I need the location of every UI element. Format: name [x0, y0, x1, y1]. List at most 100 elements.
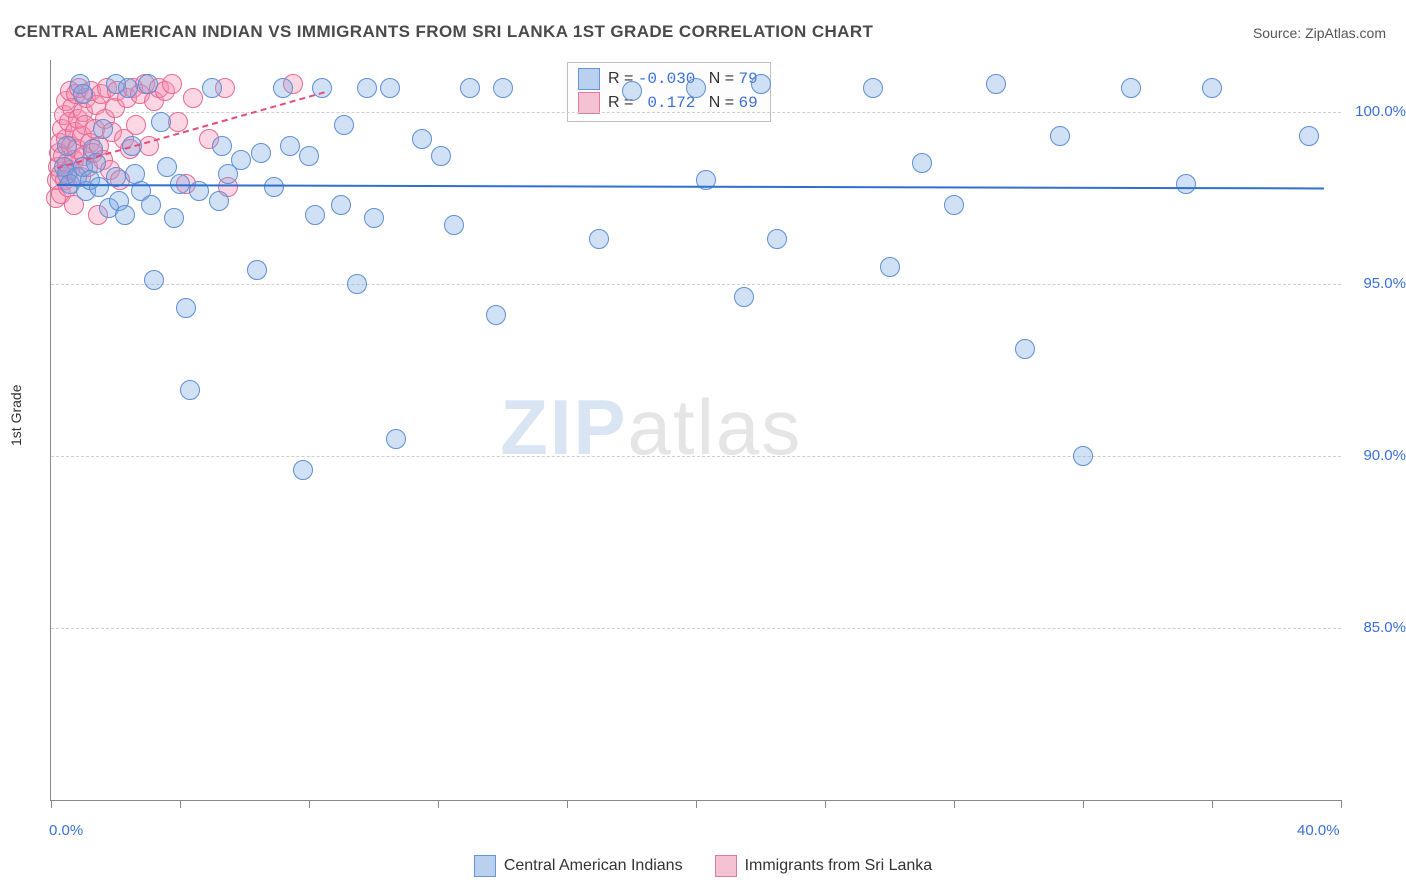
data-point — [73, 84, 93, 104]
data-point — [202, 78, 222, 98]
watermark-zip: ZIP — [500, 383, 627, 471]
data-point — [251, 143, 271, 163]
y-tick-label: 100.0% — [1346, 103, 1406, 120]
x-tick — [954, 800, 955, 808]
data-point — [1202, 78, 1222, 98]
legend-swatch — [578, 68, 600, 90]
data-point — [1299, 126, 1319, 146]
data-point — [380, 78, 400, 98]
data-point — [486, 305, 506, 325]
data-point — [305, 205, 325, 225]
legend-label: Central American Indians — [504, 857, 683, 875]
x-tick — [696, 800, 697, 808]
chart-title: CENTRAL AMERICAN INDIAN VS IMMIGRANTS FR… — [14, 22, 873, 42]
x-tick — [309, 800, 310, 808]
data-point — [1073, 446, 1093, 466]
data-point — [986, 74, 1006, 94]
data-point — [273, 78, 293, 98]
legend-item: Central American Indians — [474, 855, 683, 877]
gridline-horizontal — [51, 284, 1341, 285]
source-attribution: Source: ZipAtlas.com — [1253, 25, 1386, 41]
data-point — [751, 74, 771, 94]
watermark: ZIPatlas — [500, 382, 802, 473]
gridline-horizontal — [51, 112, 1341, 113]
source-link[interactable]: ZipAtlas.com — [1305, 25, 1386, 41]
data-point — [212, 136, 232, 156]
data-point — [126, 115, 146, 135]
data-point — [334, 115, 354, 135]
y-tick-label: 90.0% — [1346, 447, 1406, 464]
legend-swatch — [715, 855, 737, 877]
data-point — [151, 112, 171, 132]
legend-label: Immigrants from Sri Lanka — [745, 857, 933, 875]
data-point — [180, 380, 200, 400]
gridline-horizontal — [51, 628, 1341, 629]
data-point — [264, 177, 284, 197]
legend-row: R = -0.030 N = 79 — [578, 67, 758, 91]
data-point — [767, 229, 787, 249]
x-tick — [1212, 800, 1213, 808]
y-tick-label: 85.0% — [1346, 619, 1406, 636]
data-point — [144, 270, 164, 290]
data-point — [157, 157, 177, 177]
data-point — [247, 260, 267, 280]
x-tick — [180, 800, 181, 808]
source-prefix: Source: — [1253, 25, 1305, 41]
data-point — [183, 88, 203, 108]
data-point — [431, 146, 451, 166]
data-point — [168, 112, 188, 132]
data-point — [686, 78, 706, 98]
trend-line — [57, 184, 1324, 189]
data-point — [589, 229, 609, 249]
gridline-horizontal — [51, 456, 1341, 457]
data-point — [1176, 174, 1196, 194]
data-point — [386, 429, 406, 449]
x-tick — [51, 800, 52, 808]
series-legend: Central American Indians Immigrants from … — [0, 855, 1406, 882]
data-point — [280, 136, 300, 156]
data-point — [331, 195, 351, 215]
data-point — [357, 78, 377, 98]
data-point — [880, 257, 900, 277]
scatter-plot-area: ZIPatlas R = -0.030 N = 79R = 0.172 N = … — [50, 60, 1341, 801]
data-point — [347, 274, 367, 294]
data-point — [444, 215, 464, 235]
data-point — [1050, 126, 1070, 146]
data-point — [164, 208, 184, 228]
data-point — [93, 119, 113, 139]
data-point — [460, 78, 480, 98]
legend-swatch — [474, 855, 496, 877]
x-tick — [1083, 800, 1084, 808]
data-point — [863, 78, 883, 98]
data-point — [364, 208, 384, 228]
x-tick — [825, 800, 826, 808]
x-tick — [1341, 800, 1342, 808]
data-point — [412, 129, 432, 149]
legend-item: Immigrants from Sri Lanka — [715, 855, 933, 877]
data-point — [912, 153, 932, 173]
data-point — [176, 298, 196, 318]
x-tick — [567, 800, 568, 808]
data-point — [1015, 339, 1035, 359]
data-point — [162, 74, 182, 94]
data-point — [118, 78, 138, 98]
data-point — [57, 136, 77, 156]
data-point — [1121, 78, 1141, 98]
data-point — [115, 205, 135, 225]
data-point — [141, 195, 161, 215]
data-point — [493, 78, 513, 98]
y-axis-title: 1st Grade — [8, 385, 24, 446]
x-tick-label: 40.0% — [1297, 822, 1340, 839]
watermark-atlas: atlas — [628, 383, 803, 471]
data-point — [209, 191, 229, 211]
data-point — [622, 81, 642, 101]
data-point — [734, 287, 754, 307]
data-point — [299, 146, 319, 166]
data-point — [138, 74, 158, 94]
y-tick-label: 95.0% — [1346, 275, 1406, 292]
correlation-legend: R = -0.030 N = 79R = 0.172 N = 69 — [567, 62, 771, 122]
data-point — [944, 195, 964, 215]
data-point — [231, 150, 251, 170]
data-point — [293, 460, 313, 480]
x-tick-label: 0.0% — [49, 822, 83, 839]
